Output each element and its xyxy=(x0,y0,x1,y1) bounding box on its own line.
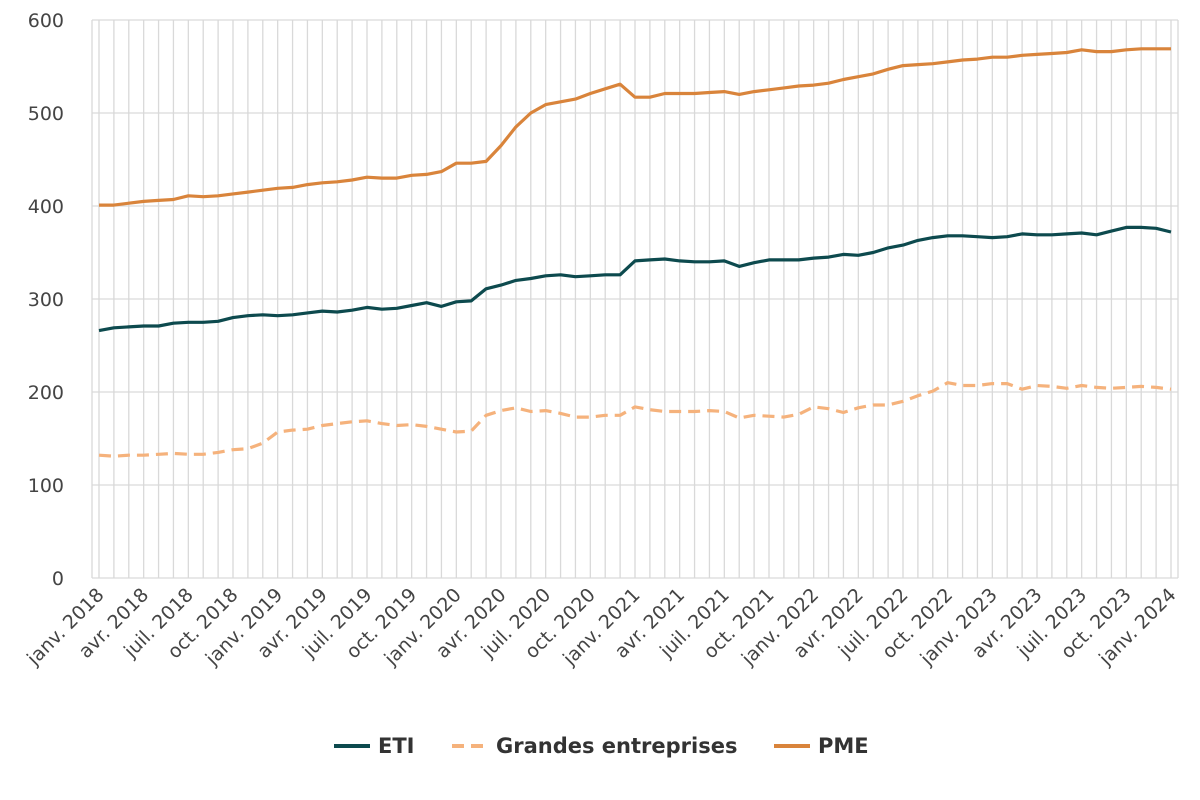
y-axis: 0 100 200 300 400 500 600 xyxy=(28,10,64,590)
legend-label: ETI xyxy=(378,734,414,758)
y-tick-label: 600 xyxy=(28,10,64,32)
series-line-eti xyxy=(98,225,1172,333)
y-tick-label: 400 xyxy=(28,196,64,218)
y-tick-label: 500 xyxy=(28,103,64,125)
legend: ETI Grandes entreprises PME xyxy=(334,734,869,758)
y-tick-label: 200 xyxy=(28,382,64,404)
y-tick-label: 300 xyxy=(28,289,64,311)
legend-label: Grandes entreprises xyxy=(496,734,737,758)
y-tick-label: 0 xyxy=(52,568,64,590)
grid xyxy=(91,19,1179,579)
series-line-grandes-entreprises xyxy=(98,381,1172,458)
series-line-pme xyxy=(99,47,1171,207)
series-lines xyxy=(98,47,1172,458)
y-tick-label: 100 xyxy=(28,475,64,497)
legend-label: PME xyxy=(818,734,869,758)
